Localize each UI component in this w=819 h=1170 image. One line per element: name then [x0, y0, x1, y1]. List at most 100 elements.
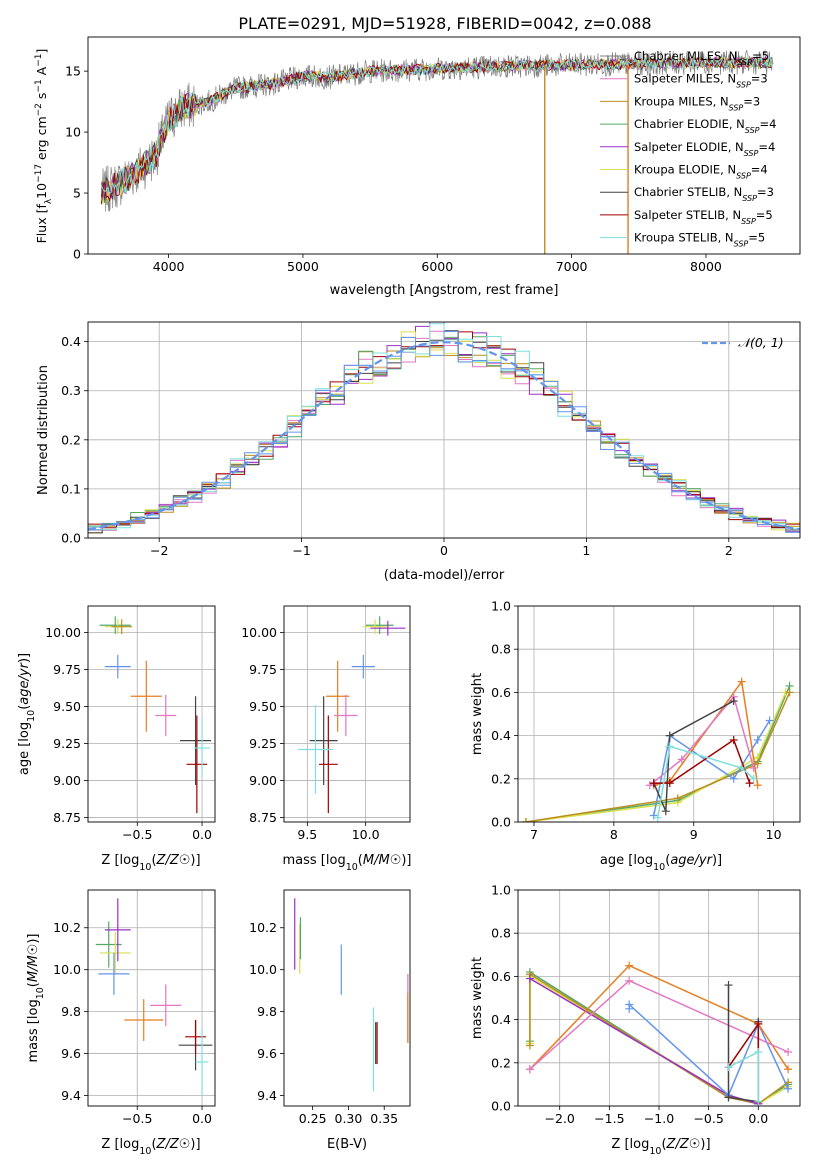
label-part: Z [ [101, 1137, 119, 1152]
legend-label: 𝒩(0, 1) [738, 335, 784, 350]
y-tick-label: 0.8 [491, 926, 511, 941]
mass-vs-EBV-panel: 0.25 0.30 0.35 9.4 9.6 9.8 10.0 10.2 E(B-V) [249, 889, 411, 1152]
label-part: ] [195, 1137, 200, 1152]
legend-label: Kroupa MILES, NSSP=3 [634, 94, 760, 112]
legend-label: Salpeter ELODIE, NSSP=4 [634, 140, 775, 158]
x-tick-label: 8 [610, 827, 618, 842]
label-part: 10 [139, 1146, 151, 1157]
label-part: Z [ [611, 1137, 629, 1152]
y-tick-label: 10.2 [249, 920, 277, 935]
label-part: 10 [653, 862, 665, 873]
label-part: ( [26, 982, 41, 987]
y-tick-label: 9.4 [257, 1088, 277, 1103]
weight-point [625, 1000, 634, 1009]
x-tick-label: 10 [766, 827, 782, 842]
label-part: log [633, 853, 653, 868]
x-tick-label: 0.0 [748, 1111, 768, 1126]
label-part: 10 [26, 710, 37, 722]
weight-point [754, 1097, 763, 1106]
points [294, 898, 409, 1092]
legend-label-count: =5 [748, 231, 765, 245]
massweight-vs-Z-panel: −2.0 −1.5 −1.0 −0.5 0.0 0.0 0.2 0.4 0.6 0.8 1.0 Z [… [470, 883, 801, 1157]
y-tick-label: 9.75 [53, 662, 81, 677]
x-tick-label: −1.0 [644, 1111, 674, 1126]
legend-label-sub: SSP [736, 80, 751, 89]
x-tick-label: 4000 [153, 259, 185, 274]
label-part: age [ [600, 853, 633, 868]
x-axis-label: (data-model)/error [384, 568, 505, 583]
label-part: ] [26, 933, 41, 938]
label-part: log [17, 722, 32, 742]
legend-label-main: Kroupa MILES, N [634, 94, 729, 108]
label-part: mass [ [282, 853, 325, 868]
weight-point [525, 1041, 534, 1050]
legend-label: Salpeter MILES, NSSP=3 [634, 72, 768, 90]
x-tick-label: 0.35 [370, 1111, 398, 1126]
label-part: ( [151, 853, 156, 868]
weight-point [673, 794, 682, 803]
spectrum-panel: 4000 5000 6000 7000 8000 0 5 10 15 Chabrier MILES… [34, 36, 801, 298]
age-vs-mass-panel: 9.5 10.0 8.75 9.00 9.25 9.50 9.75 10.00 mass [lo… [241, 605, 412, 873]
label-part: Z/Z☉ [666, 1137, 701, 1152]
legend-label-sub: SSP [741, 216, 756, 225]
y-tick-label: 10.00 [241, 625, 277, 640]
model-spectrum-line [100, 55, 773, 195]
x-tick-label: 9 [690, 827, 698, 842]
label-part: 10 [346, 862, 358, 873]
y-axis-label-part: −17 [34, 164, 44, 183]
x-tick-label: 9.5 [297, 827, 317, 842]
y-tick-label: 9.50 [249, 699, 277, 714]
label-part: ) [190, 853, 195, 868]
label-part: Z [ [101, 853, 119, 868]
y-tick-label: 0.6 [491, 969, 511, 984]
y-axis-label-part: −2 [34, 103, 44, 116]
label-part: log [326, 853, 346, 868]
legend-label-count: =3 [743, 94, 760, 108]
x-tick-label: −2 [150, 543, 168, 558]
observed-spectrum-line [101, 49, 774, 212]
weight-point [729, 697, 738, 706]
legend-label-count: =5 [756, 208, 773, 222]
x-axis-label: Z [log10(Z/Z☉)] [101, 1137, 200, 1157]
label-part: log [120, 853, 140, 868]
label-part: ] [406, 853, 411, 868]
label-part: M/M☉ [363, 853, 401, 868]
label-part: ) [26, 939, 41, 944]
figure-title: PLATE=0291, MJD=51928, FIBERID=0042, z=0… [238, 14, 651, 33]
x-tick-label: 0.0 [192, 1111, 212, 1126]
y-axis-label: age [log10(age/yr)] [17, 653, 37, 775]
weight-line [529, 964, 789, 1070]
label-part: log [120, 1137, 140, 1152]
y-tick-label: 10.0 [53, 962, 81, 977]
weight-point [765, 716, 774, 725]
y-tick-label: 1.0 [491, 883, 511, 898]
y-tick-label: 0.6 [491, 685, 511, 700]
legend-label-main: Salpeter MILES, N [634, 72, 736, 86]
points [99, 616, 212, 814]
legend-label-main: Kroupa ELODIE, N [634, 163, 736, 177]
y-tick-label: 9.6 [257, 1046, 277, 1061]
legend-label: Kroupa STELIB, NSSP=5 [634, 231, 765, 249]
x-axis-label: E(B-V) [327, 1137, 367, 1152]
label-part: 10 [649, 1146, 661, 1157]
weight-point [785, 688, 794, 697]
label-part: mass [ [26, 1019, 41, 1062]
y-tick-label: 9.4 [61, 1088, 81, 1103]
weight-point [665, 731, 674, 740]
y-tick-label: 0.4 [491, 1012, 511, 1027]
y-axis-label-part: λ [44, 198, 54, 204]
weight-point [729, 774, 738, 783]
label-part: ) [700, 1137, 705, 1152]
x-tick-label: 7000 [556, 259, 588, 274]
label-part: Z/Z☉ [156, 1137, 191, 1152]
weight-point [649, 779, 658, 788]
y-tick-label: 9.8 [257, 1004, 277, 1019]
x-tick-label: 0.25 [299, 1111, 327, 1126]
legend-label-count: =4 [751, 163, 768, 177]
x-tick-label: 7 [530, 827, 538, 842]
legend-label-main: Chabrier STELIB, N [634, 185, 742, 199]
x-tick-label: −0.5 [122, 827, 152, 842]
weight-point [665, 779, 674, 788]
y-tick-label: 9.50 [53, 699, 81, 714]
